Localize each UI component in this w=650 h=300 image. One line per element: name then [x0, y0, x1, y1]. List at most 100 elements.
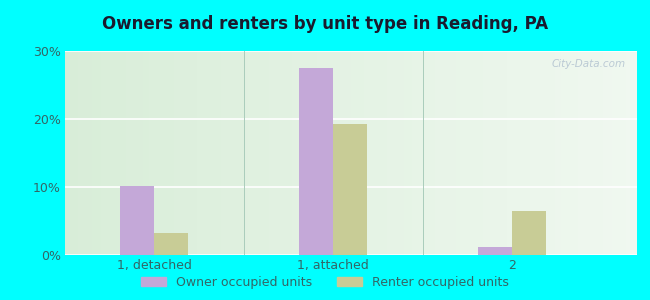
Bar — [612, 51, 614, 255]
Bar — [280, 51, 282, 255]
Bar — [225, 51, 227, 255]
Bar — [385, 51, 387, 255]
Bar — [588, 51, 590, 255]
Bar — [336, 51, 337, 255]
Bar — [189, 51, 191, 255]
Bar — [595, 51, 597, 255]
Bar — [103, 51, 105, 255]
Bar — [471, 51, 473, 255]
Bar — [330, 51, 332, 255]
Bar — [105, 51, 107, 255]
Bar — [549, 51, 551, 255]
Bar — [196, 51, 198, 255]
Bar — [271, 51, 273, 255]
Bar — [599, 51, 601, 255]
Bar — [161, 51, 162, 255]
Bar — [341, 51, 343, 255]
Bar — [502, 51, 504, 255]
Bar — [185, 51, 187, 255]
Bar — [75, 51, 77, 255]
Bar — [216, 51, 218, 255]
Bar — [512, 211, 546, 255]
Bar — [298, 51, 300, 255]
Bar — [141, 51, 143, 255]
Bar — [480, 51, 482, 255]
Bar — [433, 51, 435, 255]
Bar — [351, 51, 353, 255]
Bar — [431, 51, 433, 255]
Bar — [147, 51, 149, 255]
Bar — [521, 51, 523, 255]
Bar — [478, 247, 512, 255]
Bar — [572, 51, 574, 255]
Bar — [508, 51, 509, 255]
Bar — [511, 51, 513, 255]
Bar — [469, 51, 471, 255]
Bar — [492, 51, 494, 255]
Bar — [84, 51, 86, 255]
Bar — [382, 51, 383, 255]
Bar — [328, 51, 330, 255]
Bar — [355, 51, 357, 255]
Bar — [504, 51, 506, 255]
Bar — [593, 51, 595, 255]
Bar — [429, 51, 431, 255]
Bar — [387, 51, 389, 255]
Bar — [112, 51, 114, 255]
Bar — [528, 51, 530, 255]
Bar — [559, 51, 561, 255]
Bar — [229, 51, 231, 255]
Bar — [122, 51, 124, 255]
Bar — [458, 51, 460, 255]
Bar — [454, 51, 456, 255]
Bar — [410, 51, 412, 255]
Bar — [620, 51, 622, 255]
Bar — [214, 51, 216, 255]
Bar — [629, 51, 631, 255]
Bar — [534, 51, 536, 255]
Bar — [416, 51, 418, 255]
Bar — [183, 51, 185, 255]
Bar — [124, 51, 126, 255]
Bar — [597, 51, 599, 255]
Bar — [345, 51, 347, 255]
Bar — [389, 51, 391, 255]
Bar — [460, 51, 461, 255]
Bar — [233, 51, 235, 255]
Bar — [250, 51, 252, 255]
Bar — [339, 51, 341, 255]
Bar — [286, 51, 288, 255]
Bar — [267, 51, 269, 255]
Bar — [486, 51, 488, 255]
Bar — [218, 51, 220, 255]
Bar — [118, 51, 120, 255]
Bar — [555, 51, 557, 255]
Bar — [498, 51, 500, 255]
Bar — [473, 51, 475, 255]
Bar — [208, 51, 210, 255]
Bar — [463, 51, 465, 255]
Bar — [263, 51, 265, 255]
Bar — [519, 51, 521, 255]
Bar — [134, 51, 136, 255]
Text: City-Data.com: City-Data.com — [551, 59, 625, 69]
Bar — [191, 51, 193, 255]
Bar — [366, 51, 368, 255]
Bar — [109, 51, 111, 255]
Bar — [282, 51, 284, 255]
Bar — [553, 51, 555, 255]
Bar — [311, 51, 313, 255]
Bar — [255, 51, 257, 255]
Bar — [561, 51, 563, 255]
Bar — [353, 51, 355, 255]
Bar — [157, 51, 159, 255]
Bar — [391, 51, 393, 255]
Bar — [300, 51, 302, 255]
Bar — [584, 51, 586, 255]
Bar — [448, 51, 450, 255]
Bar — [288, 51, 290, 255]
Bar — [614, 51, 616, 255]
Bar — [578, 51, 580, 255]
Bar — [359, 51, 361, 255]
Bar — [475, 51, 477, 255]
